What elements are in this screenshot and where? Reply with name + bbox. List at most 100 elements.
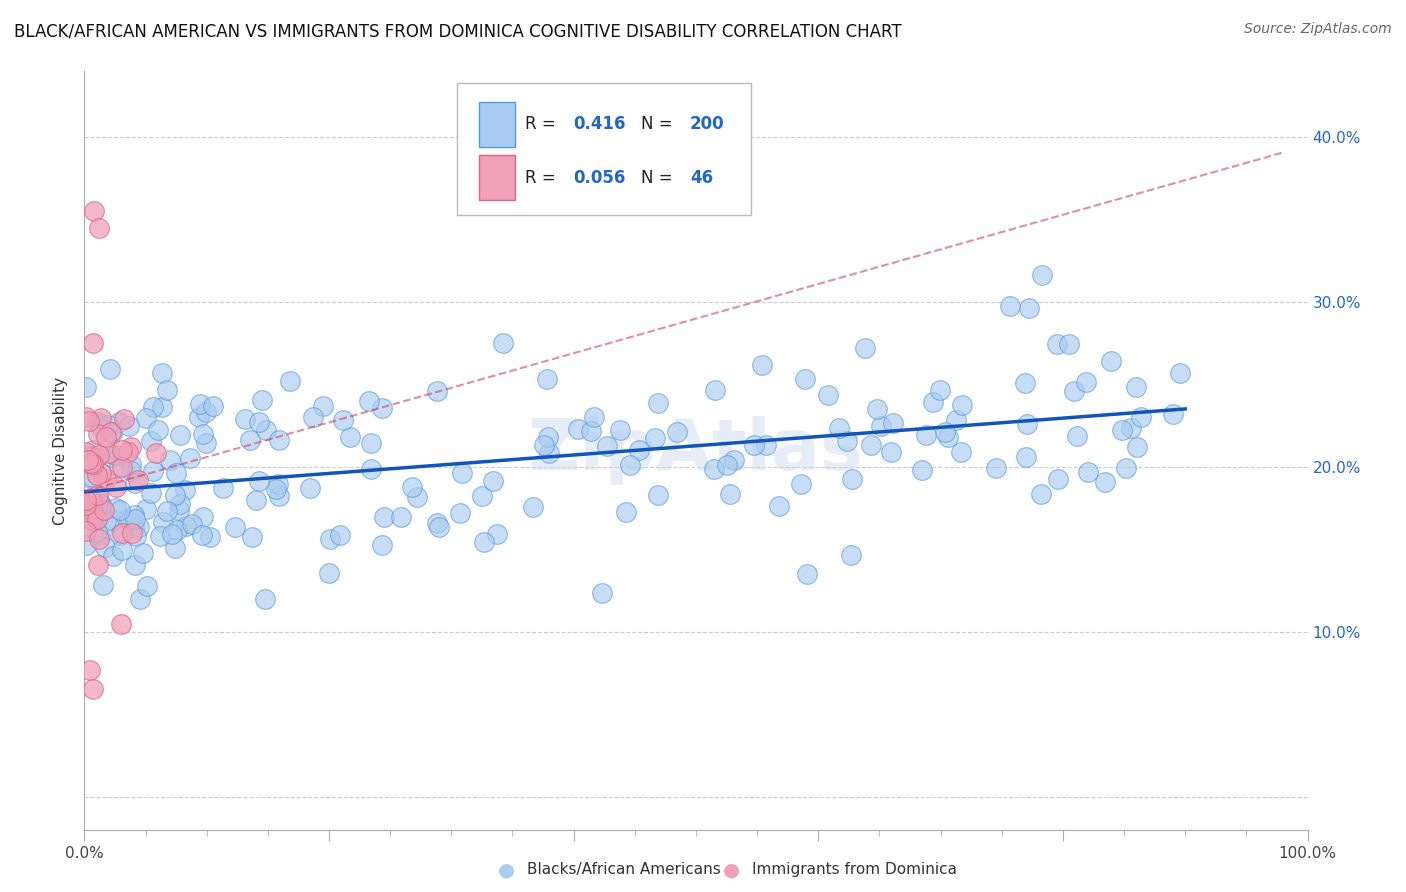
- Point: [169, 427, 191, 442]
- Point: [537, 446, 560, 460]
- Point: [77, 470, 100, 484]
- Point: [256, 423, 278, 437]
- Point: [188, 409, 211, 424]
- Point: [100, 361, 122, 376]
- Point: [492, 336, 515, 351]
- Point: [111, 460, 134, 475]
- Point: [870, 418, 893, 433]
- Point: [94, 471, 117, 485]
- FancyBboxPatch shape: [479, 102, 515, 147]
- Point: [1047, 473, 1070, 487]
- Text: R =: R =: [524, 169, 555, 186]
- Point: [389, 509, 412, 524]
- Point: [87, 528, 110, 542]
- Point: [104, 448, 127, 462]
- Point: [371, 538, 394, 552]
- Point: [536, 372, 558, 386]
- Point: [162, 527, 184, 541]
- Point: [945, 413, 967, 427]
- Point: [87, 448, 110, 462]
- Point: [87, 221, 110, 235]
- Point: [165, 488, 187, 502]
- Text: N =: N =: [641, 169, 672, 186]
- Point: [880, 445, 903, 459]
- Point: [87, 491, 110, 506]
- Point: [94, 541, 117, 555]
- Point: [174, 483, 197, 497]
- Point: [794, 372, 817, 386]
- Text: 0.056: 0.056: [574, 169, 626, 186]
- Point: [373, 510, 395, 524]
- Point: [180, 517, 202, 532]
- Point: [87, 415, 110, 429]
- Point: [75, 524, 97, 539]
- Point: [339, 430, 361, 444]
- Point: [120, 440, 142, 454]
- Text: Source: ZipAtlas.com: Source: ZipAtlas.com: [1244, 22, 1392, 37]
- Point: [723, 452, 745, 467]
- Point: [118, 419, 141, 434]
- Point: [117, 444, 139, 458]
- Point: [75, 500, 97, 515]
- Point: [647, 488, 669, 502]
- Point: [250, 392, 273, 407]
- Point: [89, 417, 111, 431]
- Text: 0.416: 0.416: [574, 115, 626, 134]
- Point: [86, 512, 108, 526]
- Point: [278, 374, 301, 388]
- Point: [451, 466, 474, 480]
- Point: [1077, 465, 1099, 479]
- Text: Blacks/African Americans: Blacks/African Americans: [527, 863, 721, 877]
- Point: [166, 523, 188, 537]
- Point: [950, 445, 973, 459]
- Point: [169, 498, 191, 512]
- Point: [269, 490, 291, 504]
- Point: [998, 298, 1021, 312]
- Point: [90, 497, 112, 511]
- Point: [145, 446, 167, 460]
- Point: [75, 537, 97, 551]
- Point: [93, 502, 115, 516]
- Point: [139, 434, 162, 448]
- Text: ●: ●: [723, 860, 740, 880]
- Point: [266, 482, 288, 496]
- Point: [103, 513, 125, 527]
- Point: [318, 532, 340, 546]
- Point: [94, 430, 117, 444]
- Point: [240, 530, 263, 544]
- Point: [82, 443, 104, 458]
- Point: [828, 421, 851, 435]
- Point: [582, 410, 605, 425]
- Point: [239, 433, 262, 447]
- Point: [934, 425, 956, 439]
- Point: [91, 578, 114, 592]
- Point: [1099, 354, 1122, 368]
- Point: [165, 541, 187, 556]
- Point: [125, 529, 148, 543]
- Point: [567, 422, 589, 436]
- Point: [790, 476, 813, 491]
- Point: [318, 566, 340, 580]
- Point: [841, 472, 863, 486]
- Point: [224, 520, 246, 534]
- Point: [619, 458, 641, 473]
- Point: [127, 473, 149, 487]
- Point: [1094, 475, 1116, 490]
- Point: [1111, 423, 1133, 437]
- Point: [212, 481, 235, 495]
- Point: [121, 525, 143, 540]
- Text: ZipAtlas: ZipAtlas: [529, 416, 863, 485]
- Point: [124, 475, 146, 490]
- Point: [922, 395, 945, 409]
- Point: [472, 534, 495, 549]
- Text: 46: 46: [690, 169, 713, 186]
- Point: [835, 434, 858, 448]
- Point: [156, 383, 179, 397]
- Point: [915, 428, 938, 442]
- Point: [929, 383, 952, 397]
- Point: [482, 474, 505, 488]
- Point: [149, 529, 172, 543]
- Point: [111, 442, 134, 457]
- Point: [755, 437, 778, 451]
- Point: [87, 532, 110, 546]
